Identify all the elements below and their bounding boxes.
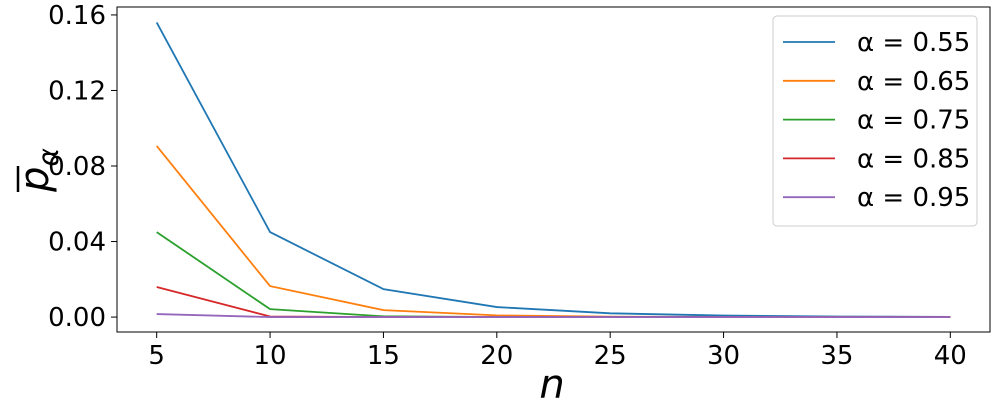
- series-line: [156, 313, 951, 318]
- series-line: [156, 231, 951, 318]
- x-axis-label: n: [539, 362, 564, 408]
- x-tick-label: 20: [480, 341, 513, 371]
- y-axis-label: pα: [12, 148, 65, 193]
- y-tick-label: 0.00: [48, 303, 106, 333]
- y-tick-label: 0.16: [48, 1, 106, 31]
- plot-frame: [116, 6, 991, 333]
- legend-label: α = 0.95: [857, 183, 970, 213]
- x-tick-label: 30: [707, 341, 740, 371]
- x-tick-label: 35: [820, 341, 853, 371]
- x-tick-label: 15: [367, 341, 400, 371]
- x-tick-label: 25: [594, 341, 627, 371]
- series-line: [156, 286, 951, 318]
- y-axis-label-group: pα: [12, 148, 65, 193]
- x-tick-label: 40: [934, 341, 967, 371]
- y-tick-label: 0.12: [48, 76, 106, 106]
- x-tick-label: 5: [148, 341, 165, 371]
- y-tick-label: 0.08: [48, 152, 106, 182]
- legend-label: α = 0.65: [857, 67, 970, 97]
- y-axis-label-base: p: [12, 167, 58, 193]
- legend-label: α = 0.85: [857, 144, 970, 174]
- y-tick-label: 0.04: [48, 228, 106, 258]
- y-axis-label-subscript: α: [32, 148, 65, 167]
- x-tick-label: 10: [254, 341, 287, 371]
- legend-label: α = 0.75: [857, 106, 970, 136]
- legend-box: [772, 15, 978, 227]
- legend-label: α = 0.55: [857, 28, 970, 58]
